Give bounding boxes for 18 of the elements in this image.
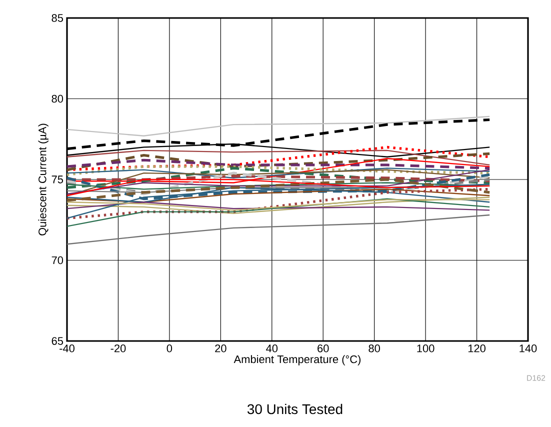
y-tick-label: 75 xyxy=(52,176,64,184)
x-tick-label: 80 xyxy=(368,344,380,352)
y-tick-label: 70 xyxy=(52,256,64,264)
x-tick-label: 20 xyxy=(215,344,226,352)
y-tick-label: 80 xyxy=(52,94,64,103)
x-axis-title: Ambient Temperature (°C) xyxy=(234,355,361,366)
x-tick-label: -40 xyxy=(60,344,74,352)
x-tick-label: 40 xyxy=(266,344,278,352)
x-tick-label: 60 xyxy=(318,344,329,352)
x-tick-label: 100 xyxy=(417,344,434,352)
x-tick-label: -20 xyxy=(110,344,126,352)
y-axis-title: Quiescent Current (µA) xyxy=(38,124,48,236)
text: 30 Units Tested xyxy=(247,404,342,414)
x-tick-label: 140 xyxy=(520,344,537,352)
y-tick-label: 85 xyxy=(52,14,64,22)
x-tick-label: 120 xyxy=(468,344,486,352)
y-tick-label: 65 xyxy=(52,337,64,345)
x-tick-label: 0 xyxy=(166,344,172,352)
